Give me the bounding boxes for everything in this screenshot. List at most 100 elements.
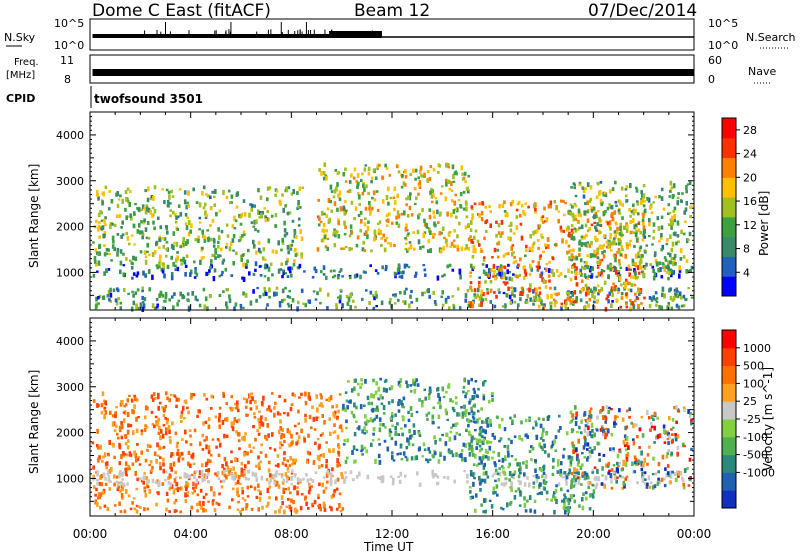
range-cell: [259, 250, 262, 254]
range-cell: [381, 478, 385, 483]
range-cell: [157, 405, 160, 411]
range-cell: [127, 464, 130, 468]
range-cell: [480, 217, 484, 222]
range-cell: [182, 256, 185, 262]
range-cell: [631, 218, 635, 224]
range-cell: [677, 305, 681, 310]
range-cell: [551, 256, 555, 261]
colorbar-swatch: [722, 276, 736, 297]
range-cell: [408, 241, 412, 244]
range-cell: [144, 424, 147, 428]
range-cell: [674, 433, 677, 437]
range-cell: [666, 452, 669, 456]
range-cell: [233, 474, 236, 479]
range-cell: [381, 475, 385, 480]
range-cell: [638, 291, 641, 297]
range-cell: [242, 230, 246, 236]
range-cell: [209, 206, 213, 211]
range-cell: [412, 168, 415, 173]
range-cell: [131, 462, 135, 466]
range-cell: [246, 485, 250, 490]
range-cell: [651, 473, 655, 476]
range-cell: [109, 224, 112, 229]
range-cell: [620, 186, 624, 191]
range-cell: [289, 491, 292, 495]
range-cell: [490, 268, 493, 273]
range-cell: [279, 505, 283, 509]
range-cell: [290, 476, 293, 481]
range-cell: [629, 288, 633, 293]
range-cell: [575, 447, 578, 453]
range-cell: [230, 472, 233, 475]
range-cell: [663, 268, 666, 273]
range-cell: [570, 205, 574, 209]
range-cell: [171, 195, 175, 198]
range-cell: [326, 246, 329, 252]
range-cell: [374, 176, 378, 181]
range-cell: [484, 271, 488, 276]
freq-band: [92, 69, 695, 76]
range-cell: [107, 248, 110, 252]
range-cell: [247, 477, 250, 481]
range-cell: [600, 482, 604, 486]
range-cell: [156, 454, 160, 457]
range-cell: [92, 399, 96, 403]
range-cell: [234, 457, 237, 463]
range-cell: [153, 424, 156, 429]
range-cell: [98, 235, 101, 239]
range-cell: [284, 205, 287, 208]
range-cell: [99, 210, 102, 215]
range-cell: [640, 190, 643, 195]
range-cell: [233, 306, 236, 312]
range-cell: [347, 380, 350, 383]
range-cell: [259, 490, 262, 495]
range-cell: [467, 423, 470, 428]
range-cell: [123, 288, 126, 293]
range-cell: [451, 295, 455, 298]
range-cell: [129, 424, 133, 428]
range-cell: [612, 239, 615, 245]
range-cell: [224, 417, 227, 422]
range-cell: [550, 446, 553, 450]
range-cell: [194, 295, 198, 301]
range-cell: [304, 391, 307, 397]
range-cell: [167, 476, 170, 481]
range-cell: [492, 275, 495, 278]
range-cell: [145, 205, 149, 210]
range-cell: [261, 210, 264, 215]
range-cell: [153, 185, 157, 190]
range-cell: [333, 489, 337, 493]
range-cell: [308, 486, 312, 492]
range-cell: [163, 237, 167, 241]
range-cell: [415, 456, 418, 459]
range-cell: [518, 273, 522, 277]
range-cell: [120, 234, 123, 239]
range-cell: [230, 421, 234, 427]
range-cell: [422, 232, 425, 239]
range-cell: [126, 187, 130, 191]
range-cell: [651, 243, 654, 246]
range-cell: [404, 455, 408, 459]
range-cell: [319, 301, 322, 305]
range-cell: [430, 194, 434, 199]
range-cell: [397, 433, 401, 436]
range-cell: [164, 291, 168, 297]
range-cell: [192, 393, 196, 397]
range-cell: [244, 293, 248, 298]
range-cell: [229, 468, 232, 471]
range-cell: [585, 260, 588, 266]
colorbar-swatch: [722, 236, 736, 257]
range-cell: [382, 387, 386, 393]
range-cell: [139, 477, 142, 480]
range-cell: [573, 499, 577, 504]
range-cell: [471, 452, 475, 457]
range-cell: [423, 448, 427, 452]
colorbar-swatch: [722, 347, 736, 367]
range-cell: [512, 476, 515, 480]
range-cell: [540, 233, 543, 238]
range-cell: [354, 206, 358, 211]
range-cell: [204, 420, 208, 425]
range-cell: [638, 246, 642, 252]
range-cell: [328, 217, 332, 223]
range-cell: [135, 458, 138, 463]
